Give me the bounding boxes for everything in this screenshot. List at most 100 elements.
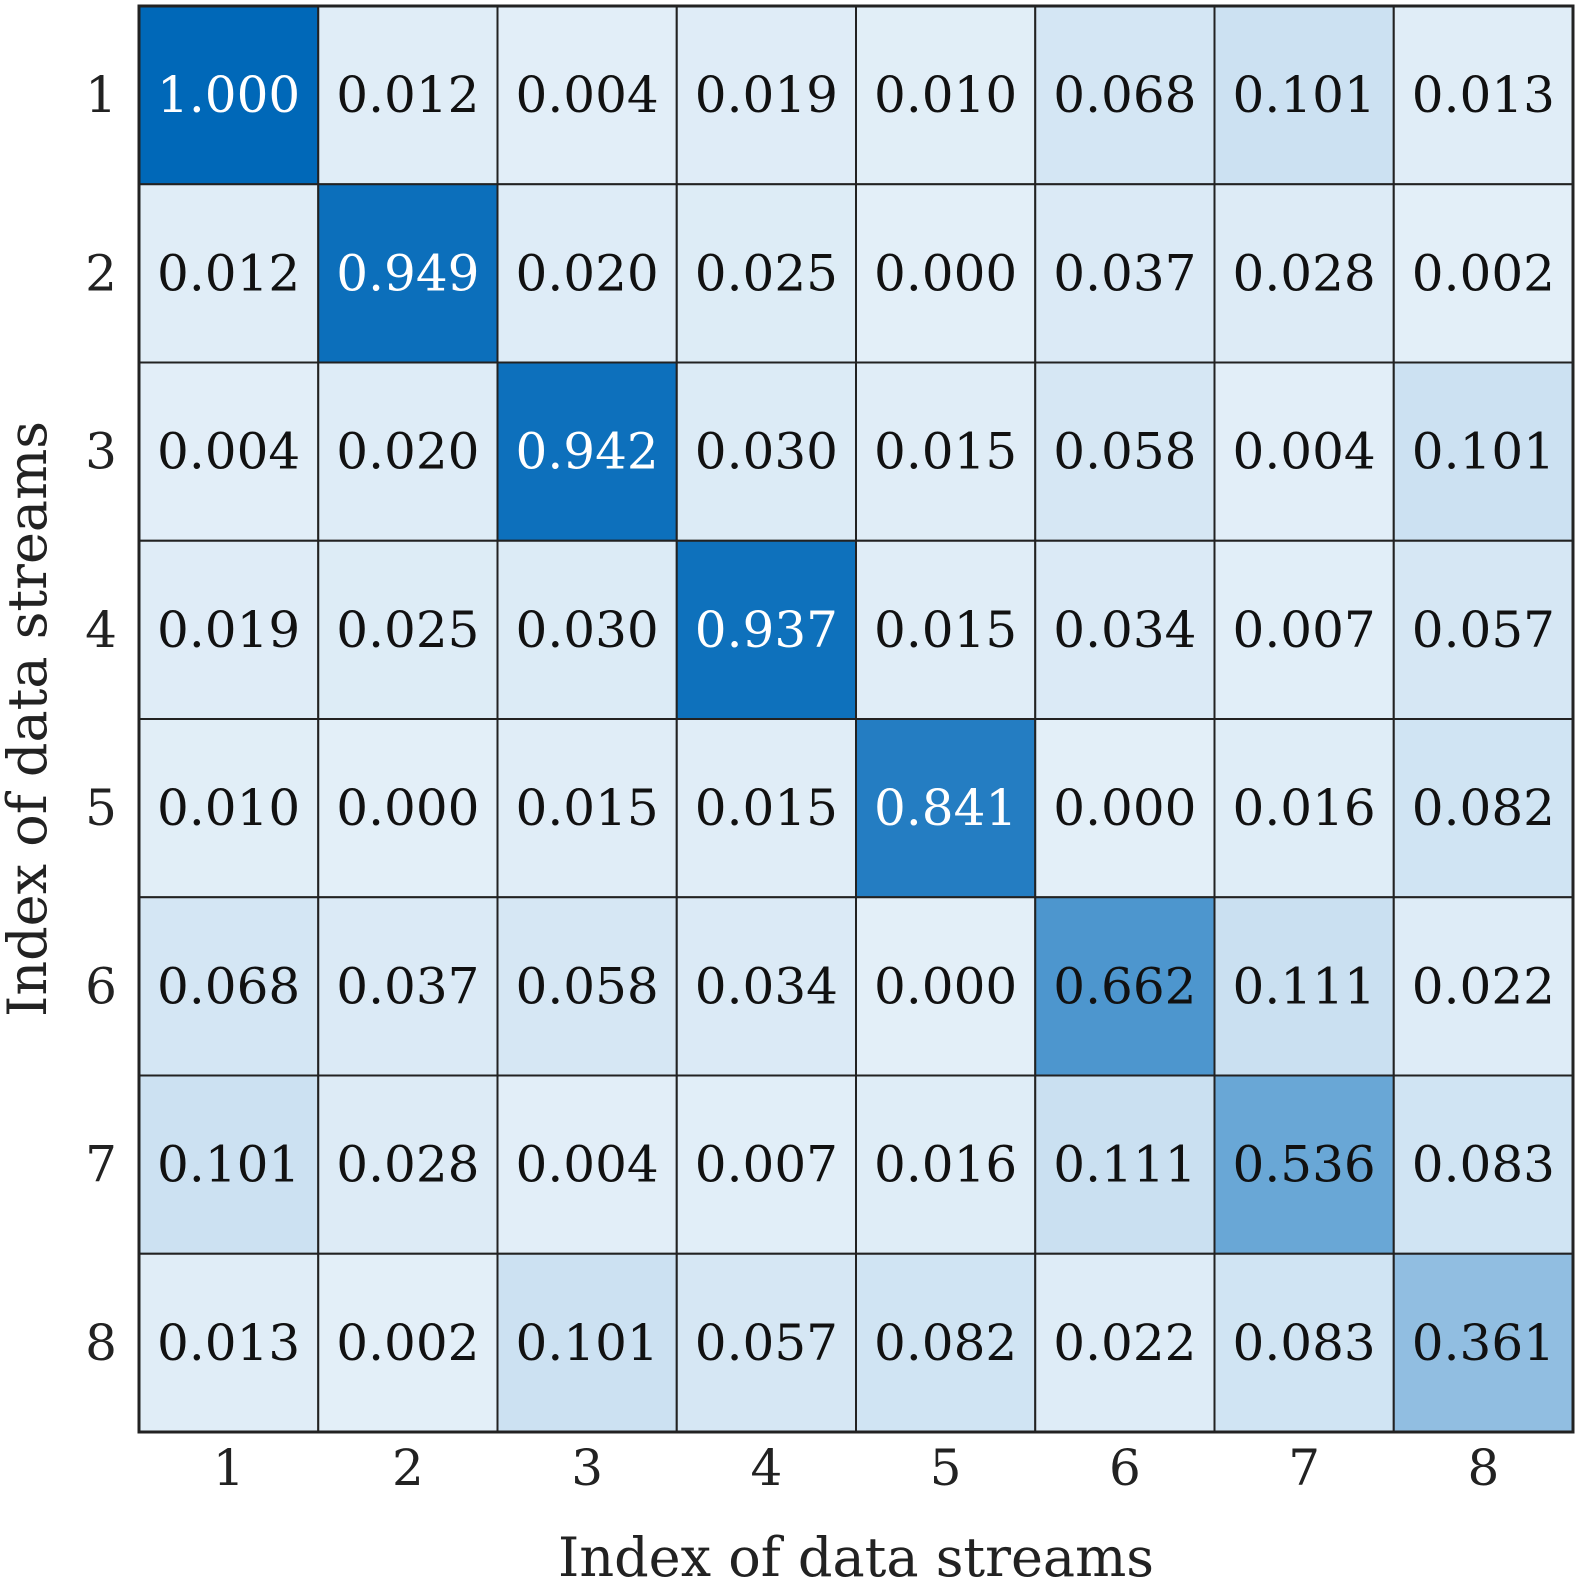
heatmap-cell-value: 0.002 (336, 1314, 479, 1372)
heatmap-cell (1034, 896, 1216, 1077)
heatmap-cell (138, 5, 320, 186)
heatmap-cell (1392, 183, 1574, 364)
heatmap-cell-labels: 1.000 0.012 0.004 0.019 0.010 0.068 0.101 0.013… (157, 66, 1555, 1372)
x-axis-label: Index of data streams (558, 1526, 1154, 1583)
heatmap-cell-value: 0.058 (516, 957, 659, 1015)
x-axis-ticks: 1 2 3 4 5 6 7 8 (213, 1439, 1500, 1497)
heatmap-cell-value: 0.536 (1233, 1136, 1376, 1194)
heatmap-cell-value: 0.016 (874, 1136, 1017, 1194)
heatmap-cell (1213, 539, 1395, 720)
y-tick-label: 8 (85, 1314, 117, 1372)
heatmap-cell-value: 0.068 (1053, 66, 1196, 124)
heatmap-cell-value: 0.028 (1233, 244, 1376, 302)
heatmap-cell (138, 1074, 320, 1255)
x-tick-label: 2 (392, 1439, 424, 1497)
heatmap-cell-value: 0.004 (157, 423, 300, 481)
heatmap-cell-value: 0.101 (157, 1136, 300, 1194)
heatmap-cell (855, 361, 1037, 542)
heatmap-cell-value: 0.025 (695, 244, 838, 302)
heatmap-cell-value: 0.004 (1233, 423, 1376, 481)
heatmap-cell-value: 0.010 (874, 66, 1017, 124)
x-tick-label: 5 (930, 1439, 962, 1497)
heatmap-cell (1392, 5, 1574, 186)
heatmap-cell-value: 0.020 (516, 244, 659, 302)
heatmap-cell (1392, 1252, 1574, 1433)
y-axis-ticks: 1 2 3 4 5 6 7 8 (85, 66, 117, 1372)
heatmap-cell (855, 539, 1037, 720)
heatmap-cell (855, 896, 1037, 1077)
heatmap-cell-value: 0.000 (336, 779, 479, 837)
y-tick-label: 7 (85, 1136, 117, 1194)
heatmap-cell-value: 0.012 (336, 66, 479, 124)
x-tick-label: 6 (1109, 1439, 1141, 1497)
heatmap-cell (675, 539, 857, 720)
heatmap-cell (855, 1252, 1037, 1433)
heatmap-cell-value: 0.057 (695, 1314, 838, 1372)
heatmap-cell (1034, 183, 1216, 364)
heatmap-cell (496, 896, 678, 1077)
heatmap-cell-value: 0.030 (516, 601, 659, 659)
heatmap-cell (317, 361, 499, 542)
heatmap-cell (1213, 183, 1395, 364)
heatmap-cell-value: 0.101 (516, 1314, 659, 1372)
heatmap-cell (496, 1252, 678, 1433)
y-axis-label: Index of data streams (0, 421, 59, 1017)
x-tick-label: 7 (1288, 1439, 1320, 1497)
heatmap-cell (317, 896, 499, 1077)
heatmap-cell-value: 0.841 (874, 779, 1017, 837)
heatmap-cell-value: 0.111 (1053, 1136, 1196, 1194)
heatmap-cell (675, 5, 857, 186)
heatmap-cell (1213, 1074, 1395, 1255)
heatmap-cell (1213, 896, 1395, 1077)
heatmap-cell (855, 718, 1037, 899)
heatmap-cell-value: 0.000 (1053, 779, 1196, 837)
heatmap-cell-value: 0.015 (695, 779, 838, 837)
heatmap-cell-value: 0.007 (1233, 601, 1376, 659)
heatmap-cell-value: 0.034 (1053, 601, 1196, 659)
heatmap-cell-value: 0.037 (1053, 244, 1196, 302)
heatmap-cell (1213, 361, 1395, 542)
heatmap-cell (1034, 5, 1216, 186)
heatmap-cell-value: 0.015 (874, 423, 1017, 481)
heatmap-cell-value: 0.010 (157, 779, 300, 837)
heatmap-cell-value: 0.007 (695, 1136, 838, 1194)
plot-frame (137, 4, 1575, 1434)
heatmap-cell (317, 1074, 499, 1255)
heatmap-cell-value: 0.002 (1412, 244, 1555, 302)
heatmap-cell (675, 718, 857, 899)
y-tick-label: 6 (85, 957, 117, 1015)
heatmap-cell-value: 0.083 (1412, 1136, 1555, 1194)
x-tick-label: 8 (1467, 1439, 1499, 1497)
heatmap-cell-value: 0.361 (1412, 1314, 1555, 1372)
y-tick-label: 4 (85, 601, 117, 659)
x-tick-label: 1 (213, 1439, 245, 1497)
heatmap-cell-value: 0.004 (516, 1136, 659, 1194)
y-tick-label: 3 (85, 423, 117, 481)
heatmap-cell (1034, 718, 1216, 899)
heatmap-cell-value: 0.000 (874, 957, 1017, 1015)
heatmap-cell (496, 718, 678, 899)
heatmap-cell (1034, 361, 1216, 542)
heatmap-cell-value: 0.034 (695, 957, 838, 1015)
heatmap-cell (496, 1074, 678, 1255)
heatmap-cell-value: 0.083 (1233, 1314, 1376, 1372)
heatmap-cell-value: 0.022 (1412, 957, 1555, 1015)
heatmap-cell-value: 0.020 (336, 423, 479, 481)
heatmap-cell (317, 183, 499, 364)
heatmap-cell (138, 361, 320, 542)
heatmap-cell-value: 0.082 (1412, 779, 1555, 837)
heatmap-cell-value: 0.101 (1412, 423, 1555, 481)
heatmap-cell (675, 361, 857, 542)
heatmap-cell (1034, 1074, 1216, 1255)
heatmap-cell-value: 0.942 (516, 423, 659, 481)
heatmap-cell-value: 0.949 (336, 244, 479, 302)
heatmap-cell-value: 0.012 (157, 244, 300, 302)
heatmap-cell-value: 0.022 (1053, 1314, 1196, 1372)
heatmap-cell-value: 0.068 (157, 957, 300, 1015)
x-tick-label: 3 (571, 1439, 603, 1497)
heatmap-cell-value: 0.019 (695, 66, 838, 124)
heatmap-cell (138, 539, 320, 720)
heatmap-cell-value: 0.015 (516, 779, 659, 837)
heatmap-cell-value: 1.000 (157, 66, 300, 124)
